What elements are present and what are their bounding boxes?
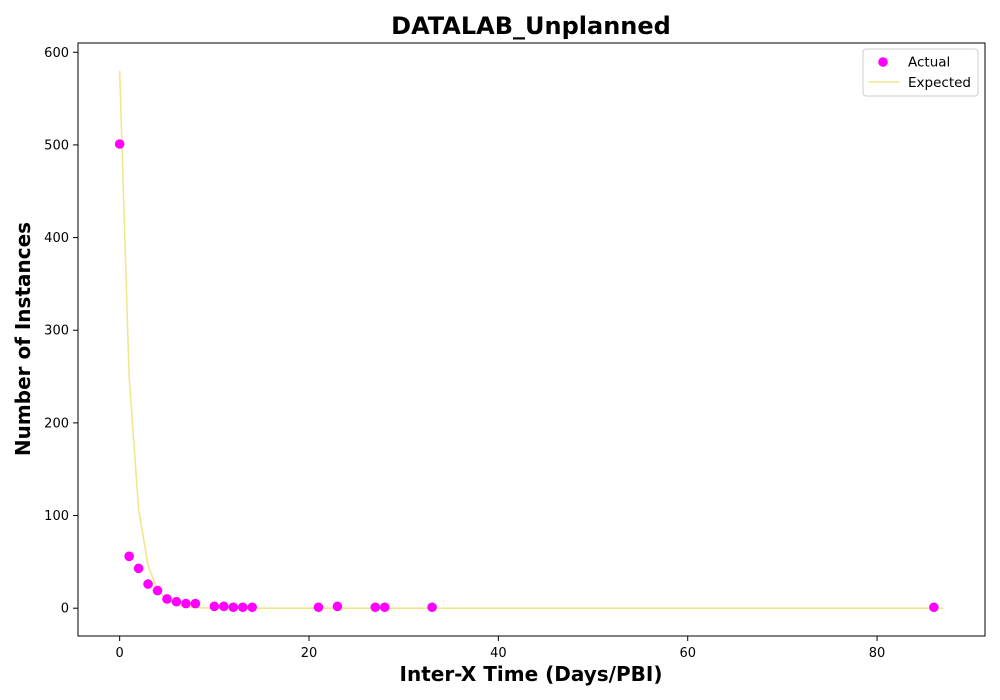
- series-actual-point: [219, 601, 229, 612]
- series-actual-point: [379, 602, 390, 613]
- series-actual-point: [370, 602, 381, 613]
- axes-frame: [77, 42, 986, 637]
- legend-actual-marker: [878, 57, 888, 67]
- x-axis-title: Inter-X Time (Days/PBI): [400, 662, 663, 686]
- series-expected-line: [118, 70, 944, 610]
- series-actual-point: [427, 602, 437, 613]
- y-tick-label: 0: [61, 602, 69, 617]
- series-actual-point: [237, 602, 248, 613]
- series-actual-point: [114, 139, 125, 149]
- x-tick-label: 0: [116, 646, 124, 661]
- y-tick-label: 600: [44, 46, 69, 61]
- series-actual-point: [190, 598, 201, 609]
- series-actual-point: [181, 598, 191, 609]
- x-tick-label: 60: [679, 646, 696, 661]
- x-tick-label: 80: [869, 646, 886, 661]
- y-tick-label: 300: [44, 324, 69, 339]
- series-actual-point: [171, 596, 182, 607]
- x-axis: 0 20 40 60 80: [116, 636, 886, 661]
- legend: Actual Expected: [862, 48, 979, 97]
- plot-area: [114, 70, 944, 613]
- series-actual-point: [209, 601, 220, 612]
- y-axis: 0 100 200 300 400 500 600: [44, 46, 78, 617]
- legend-box: [862, 48, 979, 97]
- series-actual-point: [162, 594, 172, 604]
- series-actual-point: [124, 551, 134, 562]
- x-tick-label: 40: [490, 646, 507, 661]
- x-tick-label: 20: [301, 646, 318, 661]
- series-actual-point: [152, 585, 163, 596]
- y-tick-label: 500: [44, 138, 69, 153]
- y-tick-label: 200: [44, 416, 69, 431]
- series-actual-point: [332, 601, 343, 612]
- series-actual-point: [313, 602, 324, 613]
- series-actual-point: [929, 602, 939, 613]
- y-axis-title: Number of Instances: [11, 222, 35, 456]
- series-actual-point: [133, 563, 144, 574]
- chart-title: DATALAB_Unplanned: [391, 12, 671, 40]
- series-actual-point: [228, 602, 239, 613]
- series-actual-point: [247, 602, 257, 613]
- series-actual-point: [143, 579, 153, 589]
- legend-expected-label: Expected: [908, 75, 971, 91]
- y-tick-label: 400: [44, 231, 69, 246]
- y-tick-label: 100: [44, 509, 69, 524]
- legend-actual-label: Actual: [908, 55, 950, 71]
